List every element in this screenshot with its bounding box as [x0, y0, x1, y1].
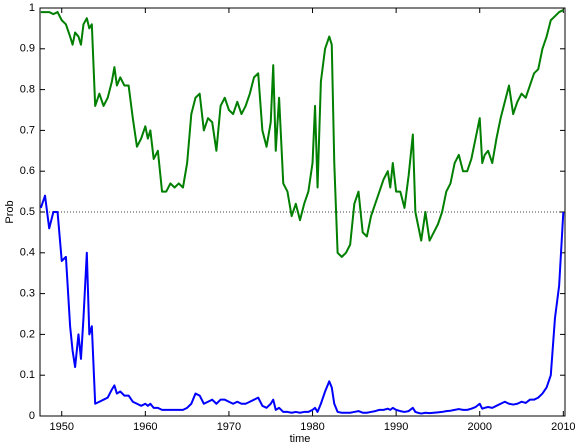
- x-tick-label: 1990: [384, 421, 408, 433]
- series-line: [40, 9, 564, 258]
- y-tick-label: 0.3: [20, 288, 35, 300]
- y-tick-label: 0.8: [20, 84, 35, 96]
- y-tick-label: 0: [29, 410, 35, 422]
- x-tick-label: 1980: [300, 421, 324, 433]
- x-tick-label: 2000: [467, 421, 491, 433]
- x-axis-label: time: [290, 433, 311, 445]
- series-line: [39, 194, 565, 415]
- y-axis-label: Prob: [4, 200, 16, 223]
- y-tick-label: 0.9: [20, 43, 35, 55]
- y-tick-label: 0.1: [20, 369, 35, 381]
- x-tick-label: 1970: [217, 421, 241, 433]
- y-tick-label: 0.7: [20, 124, 35, 136]
- x-tick-label: 1960: [133, 421, 157, 433]
- y-tick-label: 0.2: [20, 328, 35, 340]
- y-tick-label: 0.4: [20, 247, 35, 259]
- x-tick-label: 1950: [49, 421, 73, 433]
- y-tick-label: 1: [29, 2, 35, 14]
- y-tick-label: 0.6: [20, 165, 35, 177]
- x-tick-label: 2010: [551, 421, 575, 433]
- y-tick-label: 0.5: [20, 206, 35, 218]
